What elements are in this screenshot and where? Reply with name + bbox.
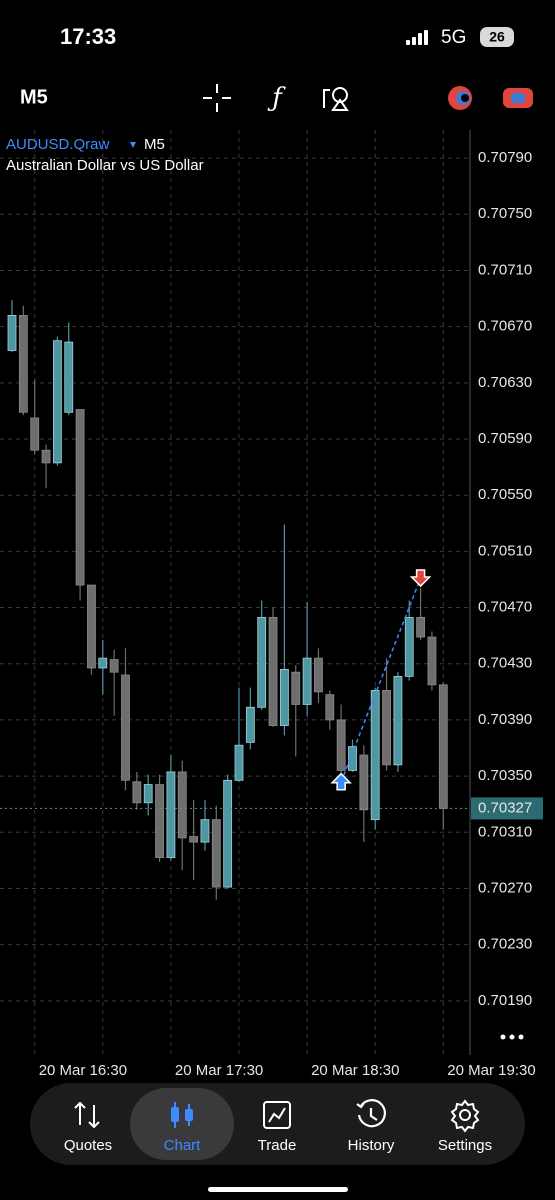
y-tick-label: 0.70190	[478, 992, 532, 1009]
x-tick-label: 20 Mar 18:30	[311, 1062, 399, 1079]
candle-body	[438, 684, 448, 809]
candle-body	[41, 449, 51, 464]
nav-icon	[171, 1102, 193, 1128]
candle-body	[427, 636, 437, 686]
home-indicator	[208, 1187, 348, 1192]
nav-item[interactable]: Quotes	[64, 1137, 112, 1154]
nav-item[interactable]: Chart	[164, 1137, 202, 1154]
y-tick-label: 0.70750	[478, 205, 532, 222]
candle-body	[336, 719, 346, 771]
x-tick-label: 20 Mar 16:30	[39, 1062, 127, 1079]
nav-item[interactable]: Settings	[438, 1137, 492, 1154]
candle-body	[177, 771, 187, 839]
candle-body	[257, 616, 267, 708]
y-tick-label: 0.70470	[478, 599, 532, 616]
indicators-button[interactable]: ƒ	[267, 83, 286, 113]
battery-level: 26	[489, 29, 505, 45]
last-price-box	[471, 797, 543, 820]
nav-item[interactable]: Trade	[258, 1137, 297, 1154]
candle-body	[75, 409, 85, 586]
candle-body	[291, 671, 301, 705]
candle-body	[245, 706, 255, 743]
objects-button[interactable]	[323, 87, 349, 111]
nav-icon	[263, 1101, 291, 1129]
candle-body	[359, 754, 369, 811]
candle-body	[53, 340, 62, 464]
candle-body	[7, 315, 17, 351]
crosshair-button[interactable]	[203, 84, 231, 112]
y-tick-label: 0.70630	[478, 374, 532, 391]
timeframe-button[interactable]: M5	[20, 86, 48, 108]
buy-marker	[330, 772, 352, 791]
nav-icon	[450, 1099, 480, 1133]
y-tick-label: 0.70390	[478, 711, 532, 728]
candle-body	[416, 616, 426, 638]
candle-body	[98, 657, 108, 669]
candle-body	[30, 417, 40, 451]
candle-body	[189, 836, 199, 843]
symbol-name[interactable]: AUDUSD.Qraw	[6, 136, 110, 153]
network-label: 5G	[441, 27, 466, 48]
chart: 0.70790 0.70750 0.70710 0.70670 0.70630 0.705…	[0, 130, 543, 1079]
candle-body	[234, 744, 244, 781]
candle-body	[302, 657, 312, 705]
candle-body	[348, 746, 357, 771]
candle-body	[200, 819, 210, 843]
chart-timeframe: M5	[144, 136, 165, 153]
y-tick-label: 0.70790	[478, 149, 532, 166]
trade-line	[340, 577, 422, 782]
y-tick-label: 0.70350	[478, 767, 532, 784]
y-tick-label: 0.70550	[478, 486, 532, 503]
candle-body	[64, 341, 74, 413]
y-tick-label: 0.70310	[478, 823, 532, 840]
last-price-label: 0.70327	[478, 799, 532, 816]
nav-active-bg	[130, 1088, 234, 1160]
candle-body	[211, 819, 221, 888]
candle-body	[393, 675, 403, 766]
x-tick-label: 20 Mar 17:30	[175, 1062, 263, 1079]
candle-body	[268, 616, 278, 726]
nav-icon	[74, 1101, 100, 1129]
y-tick-label: 0.70430	[478, 655, 532, 672]
trading-button[interactable]	[448, 86, 472, 110]
y-tick-label: 0.70270	[478, 879, 532, 896]
x-tick-label: 20 Mar 19:30	[447, 1062, 535, 1079]
candle-body	[143, 784, 153, 804]
y-tick-label: 0.70230	[478, 936, 532, 953]
y-tick-label: 0.70510	[478, 542, 532, 559]
y-tick-label: 0.70670	[478, 318, 532, 335]
sell-marker	[409, 569, 432, 588]
nav-item[interactable]: History	[348, 1137, 395, 1154]
y-tick-label: 0.70590	[478, 430, 532, 447]
more-button[interactable]	[500, 1034, 524, 1040]
symbol-dropdown[interactable]	[130, 142, 136, 148]
candle-body	[404, 616, 414, 677]
candle-body	[166, 771, 176, 858]
candle-body	[279, 668, 289, 726]
candle-body	[314, 657, 323, 693]
candle-body	[223, 779, 233, 888]
candle-body	[87, 584, 96, 669]
account-button[interactable]	[503, 88, 533, 108]
candle-body	[121, 674, 130, 781]
symbol-description: Australian Dollar vs US Dollar	[6, 157, 204, 174]
candle-body	[382, 690, 391, 766]
battery-icon	[480, 27, 514, 47]
candle-body	[325, 694, 335, 721]
nav-icon	[356, 1099, 386, 1128]
status-time: 17:33	[60, 24, 116, 49]
nav-items: Quotes Chart Trade History Settings	[64, 1088, 492, 1160]
candle-body	[370, 690, 380, 821]
y-tick-label: 0.70710	[478, 261, 532, 278]
candle-body	[109, 659, 119, 673]
candle-body	[132, 781, 142, 804]
candle-body	[155, 784, 164, 858]
candle-body	[18, 315, 28, 413]
signal-icon	[406, 30, 428, 45]
